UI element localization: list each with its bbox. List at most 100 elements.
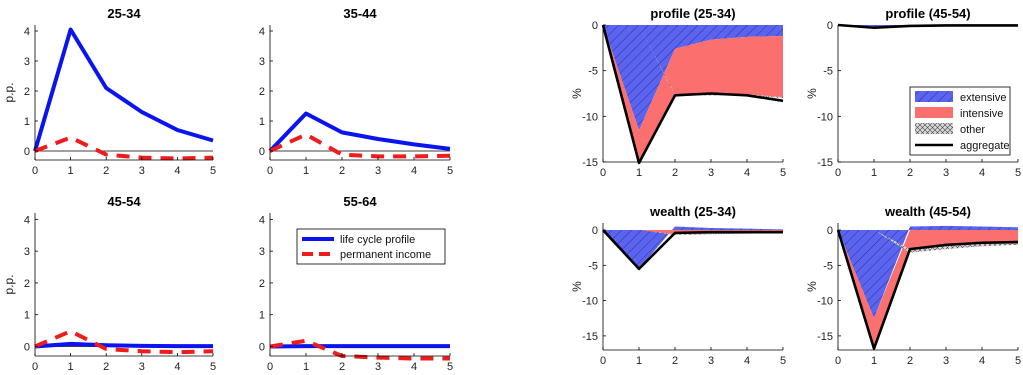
legend-box [296,228,446,265]
legend-label-extensive: extensive [960,92,1006,104]
x-tick-label: 1 [636,355,642,367]
y-tick-label: 1 [259,310,265,322]
panel-title: wealth (45-54) [884,204,971,219]
x-tick-label: 5 [447,165,453,177]
x-tick-label: 5 [1015,355,1021,367]
series-aggregate [837,23,1018,30]
x-tick-label: 4 [744,167,750,179]
y-tick-label: 3 [24,246,30,258]
x-tick-label: 0 [835,355,841,367]
y-tick-label: -10 [582,296,598,308]
panel-4: 55-64 0 1 2 3 4 5 0 1 2 3 4 life cycle profile perman… [259,194,453,373]
x-tick-label: 0 [835,167,841,179]
panel-7: wealth (25-34)% 0 1 2 3 4 5 -15 -10 -5 0 [570,204,786,367]
x-tick-label: 1 [303,361,309,373]
x-tick-label: 5 [210,165,216,177]
y-tick-label: 0 [259,146,265,158]
y-tick-label: 0 [827,225,833,237]
x-tick-label: 3 [375,165,381,177]
y-tick-label: -5 [823,260,833,272]
y-tick-label: 2 [259,278,265,290]
legend: extensive intensive other aggregate [909,86,1011,156]
y-tick-label: 2 [24,278,30,290]
y-tick-label: 0 [592,20,598,32]
series-aggregate [601,24,784,165]
x-tick-label: 3 [943,167,949,179]
legend-label-aggregate: aggregate [960,140,1010,152]
legend: life cycle profile permanent income [296,228,446,265]
x-tick-label: 4 [979,167,985,179]
legend-label-life-cycle: life cycle profile [340,234,415,246]
x-tick-label: 1 [303,165,309,177]
x-tick-label: 3 [708,355,714,367]
area-other [603,230,783,235]
area-extensive [838,225,1018,319]
y-tick-label: 4 [24,26,30,38]
y-tick-label: 0 [24,146,30,158]
x-tick-label: 0 [267,165,273,177]
y-tick-label: -10 [817,111,833,123]
panel-1: 25-34 p.p. 0 1 2 3 4 5 0 1 2 3 4 [2,6,216,177]
y-tick-label: -15 [817,157,833,169]
x-tick-label: 5 [1015,167,1021,179]
panel-title: 45-54 [107,194,141,209]
legend-label-other: other [960,124,985,136]
y-tick-label: -15 [582,331,598,343]
series-permanent-income [269,132,451,159]
panel-title: profile (25-34) [650,6,735,21]
x-tick-label: 0 [32,165,38,177]
series-aggregate [836,229,1019,350]
y-tick-label: 2 [24,86,30,98]
y-tick-label: 3 [259,56,265,68]
x-tick-label: 4 [979,355,985,367]
y-tick-label: -5 [823,66,833,78]
panel-6: profile (45-54)% 0 1 2 3 4 5 -15 -10 -5 0 extensive… [805,6,1021,179]
y-axis-label: % [805,88,819,99]
legend-swatch-intensive [915,107,953,118]
x-tick-label: 2 [907,355,913,367]
x-tick-label: 3 [943,355,949,367]
series-life-cycle-profile [34,341,213,349]
x-tick-label: 1 [636,167,642,179]
y-tick-label: 4 [259,26,265,38]
y-axis-label: p.p. [2,274,16,294]
panel-8: wealth (45-54)% 0 1 2 3 4 5 -15 -10 -5 0 [805,204,1021,367]
x-tick-label: 2 [672,167,678,179]
y-tick-label: 3 [24,56,30,68]
y-tick-label: 4 [259,214,265,226]
panel-title: 35-44 [343,6,377,21]
x-tick-label: 3 [375,361,381,373]
x-tick-label: 4 [411,361,417,373]
x-tick-label: 1 [871,167,877,179]
panel-title: 55-64 [343,194,377,209]
area-extensive [603,25,783,131]
legend-swatch-other [915,123,953,134]
panel-title: profile (45-54) [885,6,970,21]
y-tick-label: -10 [582,111,598,123]
area-intensive [838,230,1018,349]
y-tick-label: 1 [24,310,30,322]
y-tick-label: -5 [588,66,598,78]
x-tick-label: 3 [139,165,145,177]
panel-3: 45-54 p.p. 0 1 2 3 4 5 0 1 2 3 4 [2,194,216,373]
panel-title: 25-34 [107,6,141,21]
y-axis-label: % [570,88,584,99]
series-permanent-income [34,329,214,355]
y-tick-label: 2 [259,86,265,98]
x-tick-label: 0 [267,361,273,373]
x-tick-label: 2 [672,355,678,367]
x-tick-label: 0 [32,361,38,373]
y-axis-label: % [570,281,584,292]
x-tick-label: 3 [708,167,714,179]
x-tick-label: 2 [103,361,109,373]
x-tick-label: 1 [871,355,877,367]
x-tick-label: 2 [339,361,345,373]
y-tick-label: -15 [582,157,598,169]
series-aggregate [602,229,783,271]
y-tick-label: -5 [588,260,598,272]
x-tick-label: 4 [174,361,180,373]
panel-2: 35-44 0 1 2 3 4 5 0 1 2 3 4 [259,6,453,177]
x-tick-label: 5 [780,167,786,179]
